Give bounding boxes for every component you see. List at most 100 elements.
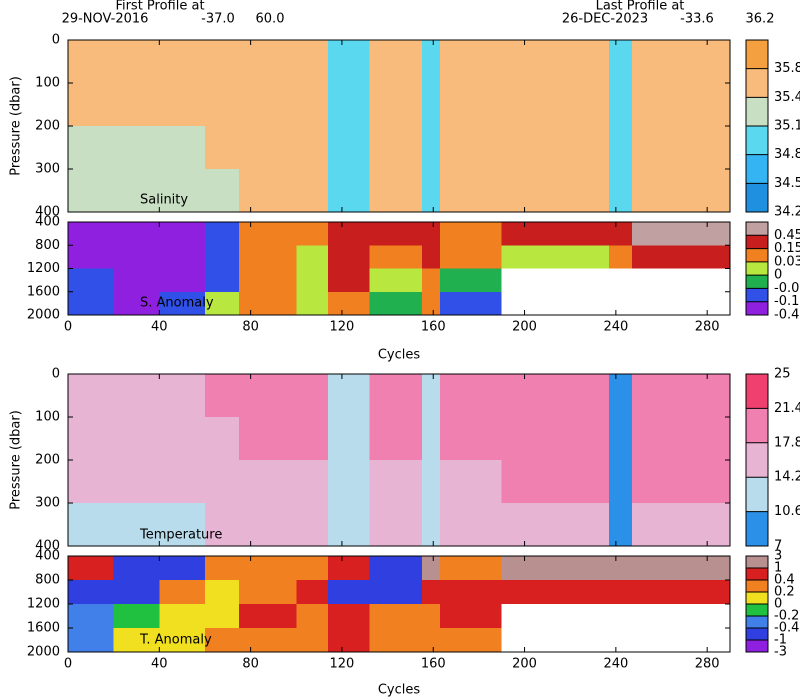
colorbar-label: 0	[774, 268, 782, 283]
colorbar-band	[746, 183, 768, 212]
heatmap-cell	[204, 417, 240, 460]
colorbar-label: -3	[774, 645, 787, 660]
heatmap-cell	[204, 503, 240, 546]
colorbar-band	[746, 580, 768, 592]
heatmap-cell	[159, 460, 205, 503]
x-tick-label: 40	[151, 320, 168, 335]
heatmap-cell	[239, 268, 297, 292]
colorbar-label: 1	[774, 561, 782, 576]
heatmap-cell	[328, 245, 370, 269]
heatmap-cell	[609, 460, 632, 503]
heatmap-cell	[369, 245, 422, 269]
heatmap-cell	[113, 83, 160, 126]
heatmap-cell	[68, 126, 114, 169]
heatmap-cell	[113, 268, 160, 292]
heatmap-cell	[501, 169, 610, 212]
heatmap-cell	[113, 374, 160, 417]
heatmap-cell	[204, 126, 240, 169]
heatmap-cell	[239, 291, 297, 315]
colorbar-band	[746, 374, 768, 409]
heatmap-cell	[159, 268, 205, 292]
heatmap-cell	[204, 245, 240, 269]
heatmap-cell	[440, 169, 502, 212]
x-tick-label: 120	[330, 320, 355, 335]
heatmap-cell	[68, 40, 114, 83]
heatmap-cell	[609, 126, 632, 169]
heatmap-cell	[369, 222, 422, 246]
colorbar-band	[746, 442, 768, 478]
heatmap-cell	[68, 556, 114, 580]
header-text: 60.0	[256, 12, 285, 27]
header-text: 26-DEC-2023	[562, 12, 648, 27]
colorbar-band	[746, 640, 768, 652]
heatmap-cell	[296, 628, 329, 652]
heatmap-cell	[609, 245, 632, 269]
heatmap-cell	[159, 604, 205, 628]
y-tick-label: 400	[35, 215, 60, 230]
heatmap-cell	[501, 40, 610, 83]
colorbar-label: -0.03	[774, 281, 800, 296]
heatmap-cell	[328, 268, 370, 292]
heatmap-cell	[239, 604, 297, 628]
heatmap-cell	[68, 245, 114, 269]
x-tick-label: 280	[695, 320, 720, 335]
heatmap-cell	[440, 126, 502, 169]
heatmap-cell	[328, 126, 370, 169]
heatmap-cell	[159, 126, 205, 169]
colorbar-label: 21.4	[774, 401, 800, 416]
heatmap-cell	[239, 126, 297, 169]
heatmap-cell	[68, 222, 114, 246]
heatmap-cell	[440, 268, 502, 292]
heatmap-cell	[501, 222, 610, 246]
heatmap-cell	[440, 556, 502, 580]
panel-label: Temperature	[139, 528, 222, 543]
x-tick-label: 200	[512, 657, 537, 672]
colorbar-band	[746, 40, 768, 69]
colorbar-label: 0.15	[774, 241, 800, 256]
heatmap-cell	[68, 417, 114, 460]
x-tick-label: 80	[242, 657, 259, 672]
x-tick-label: 200	[512, 320, 537, 335]
heatmap-cell	[369, 291, 422, 315]
colorbar-band	[746, 511, 768, 546]
heatmap-cell	[113, 580, 160, 604]
heatmap-cell	[501, 126, 610, 169]
header-text: -37.0	[201, 12, 235, 27]
heatmap-cell	[68, 503, 114, 546]
colorbar-label: 0.4	[774, 573, 795, 588]
heatmap-cell	[369, 580, 422, 604]
header-text: 29-NOV-2016	[62, 12, 149, 27]
heatmap-cell	[440, 83, 502, 126]
heatmap-cell	[204, 604, 240, 628]
heatmap-cell	[113, 628, 160, 652]
heatmap-cell	[609, 417, 632, 460]
heatmap-cell	[501, 460, 610, 503]
colorbar-label: 0.45	[774, 228, 800, 243]
heatmap-cell	[440, 245, 502, 269]
y-axis-label: Pressure (dbar)	[9, 76, 24, 176]
heatmap-cell	[631, 169, 730, 212]
heatmap-cell	[369, 268, 422, 292]
y-tick-label: 300	[35, 162, 60, 177]
heatmap-cell	[369, 374, 422, 417]
heatmap-cell	[421, 222, 441, 246]
heatmap-cell	[296, 556, 329, 580]
y-tick-label: 100	[35, 410, 60, 425]
heatmap-cell	[631, 40, 730, 83]
heatmap-cell	[501, 374, 610, 417]
heatmap-cell	[113, 40, 160, 83]
heatmap-cell	[159, 83, 205, 126]
heatmap-cell	[369, 126, 422, 169]
colorbar-label: 0.2	[774, 585, 795, 600]
heatmap-cell	[440, 417, 502, 460]
y-tick-label: 1600	[27, 284, 60, 299]
heatmap-cell	[421, 268, 441, 292]
x-tick-label: 160	[421, 657, 446, 672]
heatmap-cell	[421, 556, 441, 580]
heatmap-cell	[113, 604, 160, 628]
heatmap-cell	[296, 40, 329, 83]
heatmap-cell	[501, 503, 610, 546]
y-tick-label: 1200	[27, 261, 60, 276]
heatmap-cell	[631, 374, 730, 417]
heatmap-cell	[421, 126, 441, 169]
